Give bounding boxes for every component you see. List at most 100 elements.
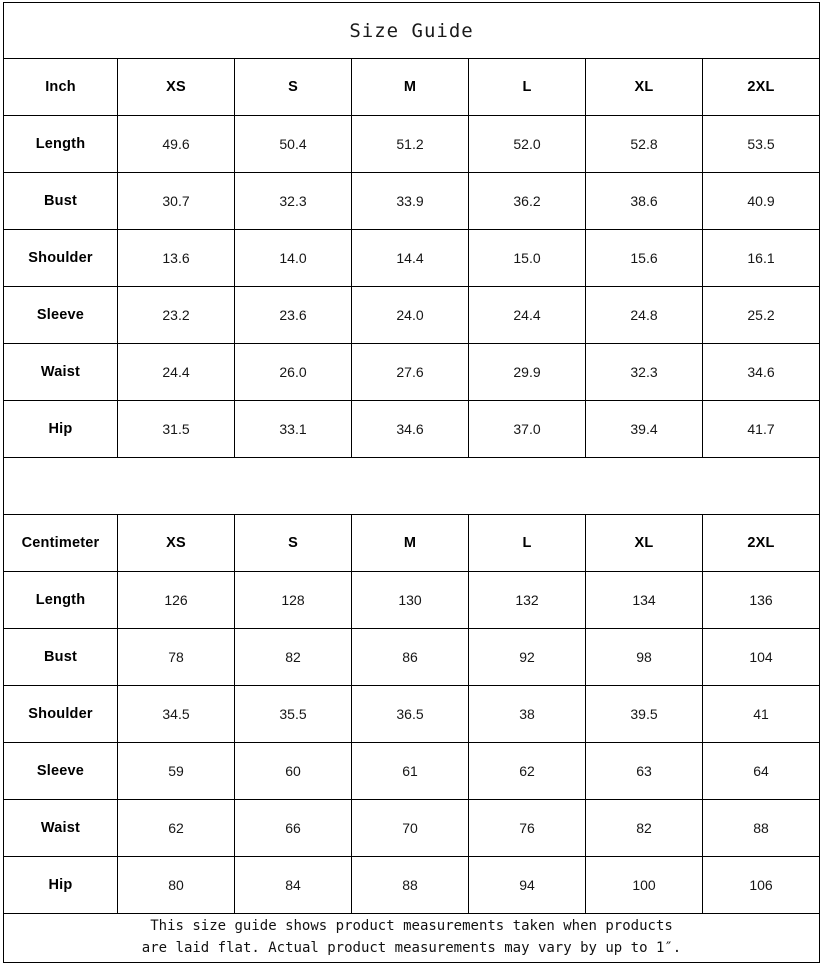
table-row: Waist 24.4 26.0 27.6 29.9 32.3 34.6 [3,343,821,401]
table-row: Length 49.6 50.4 51.2 52.0 52.8 53.5 [3,115,821,173]
section-spacer-cell [2,457,821,515]
measurement-value-sleeve-s: 23.6 [234,286,352,344]
measurement-value-shoulder-2xl: 16.1 [701,229,821,287]
measurement-label-bust: Bust [3,172,118,230]
measurement-value-shoulder-m: 14.4 [351,229,469,287]
size-header-xs: XS [117,58,235,116]
measurement-value-length-l: 52.0 [468,115,586,173]
measurement-value-waist-m: 70 [351,799,469,857]
measurement-value-shoulder-2xl: 41 [701,685,821,743]
measurement-value-waist-l: 76 [468,799,586,857]
size-header-m: M [351,514,469,572]
measurement-value-waist-xs: 62 [117,799,235,857]
measurement-value-sleeve-s: 60 [234,742,352,800]
footer-note-line-2: are laid flat. Actual product measuremen… [141,940,682,956]
measurement-label-hip: Hip [3,400,118,458]
measurement-value-hip-m: 88 [351,856,469,914]
measurement-value-bust-s: 82 [234,628,352,686]
measurement-value-waist-s: 26.0 [234,343,352,401]
measurement-value-length-2xl: 53.5 [701,115,821,173]
page-title: Size Guide [2,2,821,59]
size-header-l: L [468,58,586,116]
size-header-xl: XL [585,514,703,572]
title-row: Size Guide [2,2,821,59]
measurement-value-length-xs: 126 [117,571,235,629]
measurement-value-bust-xl: 38.6 [585,172,703,230]
measurement-value-waist-2xl: 34.6 [701,343,821,401]
measurement-value-bust-2xl: 104 [701,628,821,686]
measurement-label-bust: Bust [3,628,118,686]
measurement-value-shoulder-xl: 39.5 [585,685,703,743]
measurement-value-waist-xl: 32.3 [585,343,703,401]
measurement-value-bust-2xl: 40.9 [701,172,821,230]
footer-note-line-1: This size guide shows product measuremen… [150,918,673,935]
measurement-value-shoulder-xl: 15.6 [585,229,703,287]
measurement-value-shoulder-s: 35.5 [234,685,352,743]
measurement-value-hip-m: 34.6 [351,400,469,458]
table-row: Bust 78 82 86 92 98 104 [3,628,821,686]
measurement-value-hip-xl: 39.4 [585,400,703,458]
measurement-value-hip-xs: 31.5 [117,400,235,458]
size-header-xl: XL [585,58,703,116]
header-row-centimeter: Centimeter XS S M L XL 2XL [3,514,821,572]
measurement-value-length-xl: 52.8 [585,115,703,173]
measurement-value-sleeve-m: 61 [351,742,469,800]
measurement-value-sleeve-m: 24.0 [351,286,469,344]
measurement-value-waist-s: 66 [234,799,352,857]
measurement-label-length: Length [3,571,118,629]
measurement-value-bust-l: 36.2 [468,172,586,230]
size-header-2xl: 2XL [701,58,821,116]
measurement-value-length-l: 132 [468,571,586,629]
measurement-value-length-2xl: 136 [701,571,821,629]
measurement-value-length-s: 50.4 [234,115,352,173]
measurement-value-shoulder-m: 36.5 [351,685,469,743]
measurement-value-sleeve-l: 62 [468,742,586,800]
measurement-value-length-m: 51.2 [351,115,469,173]
measurement-value-waist-2xl: 88 [701,799,821,857]
table-row: Shoulder 13.6 14.0 14.4 15.0 15.6 16.1 [3,229,821,287]
header-row-inch: Inch XS S M L XL 2XL [3,58,821,116]
measurement-value-hip-2xl: 106 [701,856,821,914]
footer-note: This size guide shows product measuremen… [2,913,821,963]
measurement-value-shoulder-xs: 34.5 [117,685,235,743]
measurement-value-bust-xs: 78 [117,628,235,686]
measurement-value-sleeve-2xl: 25.2 [701,286,821,344]
measurement-value-shoulder-l: 15.0 [468,229,586,287]
table-row: Waist 62 66 70 76 82 88 [3,799,821,857]
table-row: Length 126 128 130 132 134 136 [3,571,821,629]
size-header-xs: XS [117,514,235,572]
measurement-value-bust-xl: 98 [585,628,703,686]
measurement-label-shoulder: Shoulder [3,685,118,743]
measurement-value-shoulder-l: 38 [468,685,586,743]
table-row: Sleeve 23.2 23.6 24.0 24.4 24.8 25.2 [3,286,821,344]
size-header-s: S [234,514,352,572]
measurement-label-sleeve: Sleeve [3,286,118,344]
section-spacer-row [2,457,821,515]
measurement-value-hip-l: 37.0 [468,400,586,458]
measurement-value-hip-xs: 80 [117,856,235,914]
measurement-value-length-m: 130 [351,571,469,629]
measurement-value-hip-xl: 100 [585,856,703,914]
measurement-value-shoulder-xs: 13.6 [117,229,235,287]
measurement-label-length: Length [3,115,118,173]
unit-header-inch: Inch [3,58,118,116]
measurement-value-bust-m: 33.9 [351,172,469,230]
table-row: Bust 30.7 32.3 33.9 36.2 38.6 40.9 [3,172,821,230]
measurement-value-waist-l: 29.9 [468,343,586,401]
measurement-value-hip-l: 94 [468,856,586,914]
table-row: Hip 80 84 88 94 100 106 [3,856,821,914]
measurement-label-hip: Hip [3,856,118,914]
measurement-value-sleeve-xl: 63 [585,742,703,800]
measurement-label-sleeve: Sleeve [3,742,118,800]
measurement-value-bust-s: 32.3 [234,172,352,230]
measurement-value-hip-2xl: 41.7 [701,400,821,458]
size-header-m: M [351,58,469,116]
measurement-label-shoulder: Shoulder [3,229,118,287]
measurement-value-sleeve-2xl: 64 [701,742,821,800]
unit-header-centimeter: Centimeter [3,514,118,572]
table-row: Sleeve 59 60 61 62 63 64 [3,742,821,800]
measurement-label-waist: Waist [3,799,118,857]
